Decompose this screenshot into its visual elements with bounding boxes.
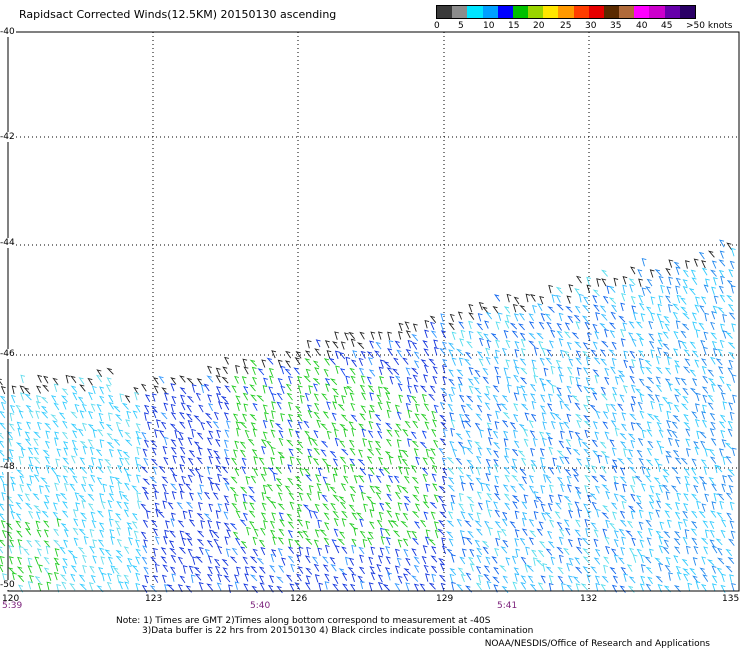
- legend-label: 45: [661, 21, 673, 31]
- wind-barbs: [0, 239, 737, 594]
- legend-swatch: [664, 6, 680, 18]
- legend-swatch: [619, 6, 635, 18]
- legend-swatch: [452, 6, 468, 18]
- map-title: Rapidsact Corrected Winds(12.5KM) 201501…: [19, 8, 337, 21]
- lat-label: -50: [0, 580, 16, 590]
- legend-swatch: [467, 6, 483, 18]
- legend-swatch: [558, 6, 574, 18]
- time-label: 5:41: [497, 601, 518, 611]
- legend-swatch: [573, 6, 589, 18]
- lon-label: 135: [722, 594, 740, 604]
- lon-label: 132: [580, 594, 598, 604]
- lon-label: 129: [436, 594, 454, 604]
- note-line: Note: 1) Times are GMT 2)Times along bot…: [116, 616, 491, 626]
- legend-label: 15: [508, 21, 520, 31]
- time-label: 5:39: [2, 601, 23, 611]
- legend-swatch: [588, 6, 604, 18]
- legend-swatch: [634, 6, 650, 18]
- notes: Note: 1) Times are GMT 2)Times along bot…: [116, 616, 533, 636]
- lon-label: 126: [290, 594, 308, 604]
- legend-swatch: [649, 6, 665, 18]
- legend-label: 0: [434, 21, 440, 31]
- legend-label: 35: [610, 21, 622, 31]
- lon-label: 123: [145, 594, 163, 604]
- credit-text: NOAA/NESDIS/Office of Research and Appli…: [484, 639, 710, 649]
- lon-label: 120: [2, 594, 20, 604]
- legend-label: 20: [533, 21, 545, 31]
- legend-label: 25: [560, 21, 572, 31]
- legend-swatch: [528, 6, 544, 18]
- legend-swatch: [482, 6, 498, 18]
- time-label: 5:40: [250, 601, 271, 611]
- legend-swatch: [603, 6, 620, 18]
- legend-swatch: [497, 6, 513, 18]
- lat-label: -46: [0, 349, 16, 359]
- map-frame: [7, 31, 740, 592]
- lat-label: -42: [0, 132, 16, 142]
- lat-label: -44: [0, 238, 16, 248]
- legend-label: 10: [483, 21, 495, 31]
- legend-label: 40: [636, 21, 648, 31]
- lat-label: -40: [0, 27, 16, 37]
- note-line: 3)Data buffer is 22 hrs from 20150130 4)…: [142, 626, 534, 636]
- legend-label: 30: [585, 21, 597, 31]
- map-gridlines: [8, 32, 739, 591]
- legend-swatch: [679, 6, 695, 18]
- legend-label: 5: [458, 21, 464, 31]
- wind-speed-legend: [436, 5, 696, 19]
- legend-label: >50 knots: [686, 21, 733, 31]
- legend-swatch: [512, 6, 529, 18]
- lat-label: -48: [0, 462, 16, 472]
- legend-swatch: [437, 6, 453, 18]
- legend-swatch: [543, 6, 559, 18]
- legend-labels: 0 5 10 15 20 25 30 35 40 45 >50 knots: [430, 21, 740, 33]
